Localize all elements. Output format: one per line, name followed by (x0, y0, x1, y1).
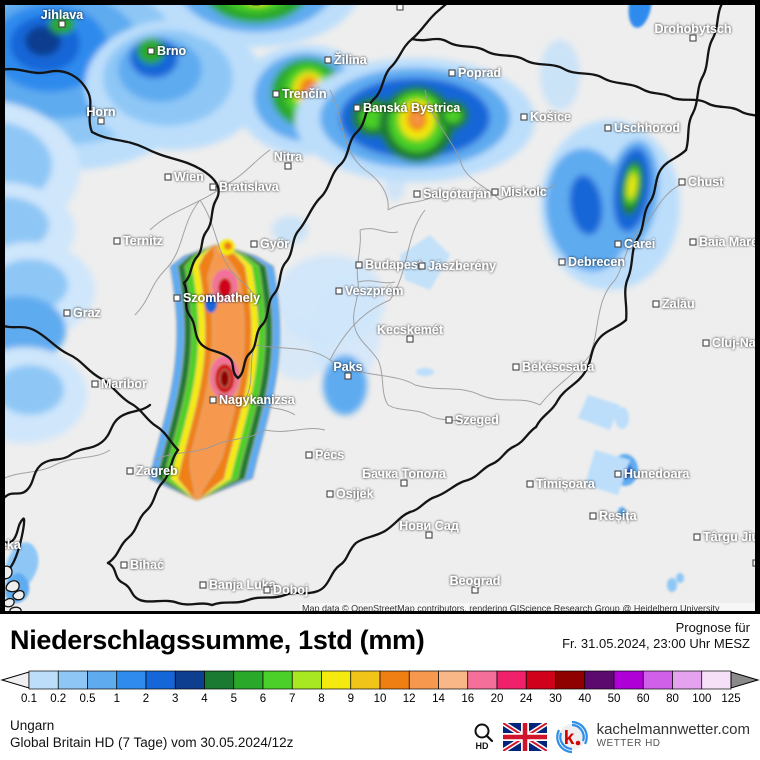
svg-text:Kecskemét: Kecskemét (377, 323, 444, 337)
svg-text:Zalău: Zalău (662, 297, 695, 311)
svg-text:Nagykanizsa: Nagykanizsa (219, 393, 296, 407)
svg-text:Horn: Horn (86, 105, 115, 119)
svg-text:Osijek: Osijek (336, 487, 374, 501)
svg-text:Veszprém: Veszprém (345, 284, 403, 298)
svg-text:Maribor: Maribor (101, 377, 147, 391)
svg-text:Carei: Carei (624, 237, 655, 251)
svg-text:Budapest: Budapest (365, 258, 423, 272)
svg-text:Bihać: Bihać (130, 558, 164, 572)
svg-text:Reşiţa: Reşiţa (599, 509, 638, 523)
svg-text:HD: HD (475, 741, 488, 751)
svg-text:Drohobytsch: Drohobytsch (654, 22, 731, 36)
svg-text:Rijeka: Rijeka (0, 538, 22, 552)
svg-text:Banská Bystrica: Banská Bystrica (363, 101, 461, 115)
svg-text:Košice: Košice (530, 110, 571, 124)
svg-text:Salgótarján: Salgótarján (423, 187, 491, 201)
svg-text:Ternitz: Ternitz (123, 234, 163, 248)
svg-text:Paks: Paks (333, 360, 362, 374)
svg-text:Brno: Brno (157, 44, 187, 58)
svg-text:Cluj-Napoca: Cluj-Napoca (712, 336, 760, 350)
svg-text:Târgu Jiu: Târgu Jiu (703, 530, 759, 544)
svg-text:Wien: Wien (174, 170, 204, 184)
svg-text:Bratislava: Bratislava (219, 180, 280, 194)
svg-text:Uschhorod: Uschhorod (614, 121, 680, 135)
svg-text:Jászberény: Jászberény (428, 259, 496, 273)
svg-text:Map data © OpenStreetMap contr: Map data © OpenStreetMap contributors, r… (302, 604, 720, 614)
svg-text:Baia Mare: Baia Mare (699, 235, 758, 249)
svg-text:k: k (563, 728, 574, 749)
svg-text:Zagreb: Zagreb (136, 464, 178, 478)
svg-text:Szeged: Szeged (455, 413, 499, 427)
svg-text:Debrecen: Debrecen (568, 255, 625, 269)
svg-text:Timişoara: Timişoara (536, 477, 596, 491)
svg-text:Beograd: Beograd (450, 574, 501, 588)
svg-text:Pécs: Pécs (315, 448, 344, 462)
svg-text:Бачка Топола: Бачка Топола (362, 467, 447, 481)
svg-text:Nitra: Nitra (274, 150, 304, 164)
svg-text:Poprad: Poprad (458, 66, 501, 80)
svg-text:Győr: Győr (260, 237, 289, 251)
svg-text:Graz: Graz (73, 306, 101, 320)
svg-text:Chust: Chust (688, 175, 724, 189)
svg-text:Hunedoara: Hunedoara (624, 467, 690, 481)
svg-text:Miskolc: Miskolc (501, 185, 547, 199)
svg-text:Doboj: Doboj (273, 583, 308, 597)
svg-text:Trenčín: Trenčín (282, 87, 326, 101)
svg-text:Jihlava: Jihlava (41, 8, 84, 22)
svg-text:Szombathely: Szombathely (183, 291, 260, 305)
svg-text:Нови Сад: Нови Сад (399, 519, 459, 533)
svg-text:Békéscsaba: Békéscsaba (522, 360, 595, 374)
svg-text:Žilina: Žilina (334, 52, 368, 67)
